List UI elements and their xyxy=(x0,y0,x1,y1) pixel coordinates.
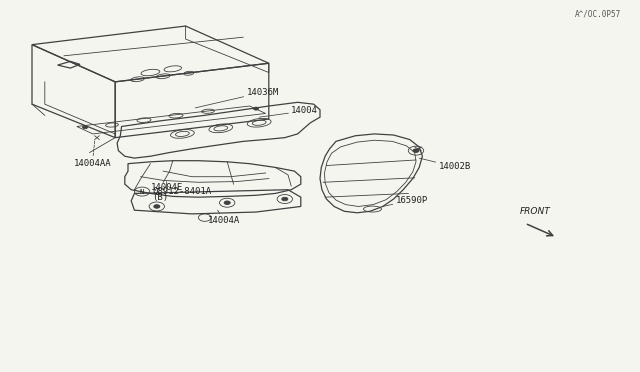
Text: 14036M: 14036M xyxy=(195,88,278,108)
Text: 16590P: 16590P xyxy=(383,196,428,206)
Text: 14002B: 14002B xyxy=(419,158,470,171)
Circle shape xyxy=(83,126,88,129)
Text: (B): (B) xyxy=(152,193,168,202)
Circle shape xyxy=(413,149,419,153)
Text: A^/OC.0P57: A^/OC.0P57 xyxy=(575,10,621,19)
Text: 08912-8401A: 08912-8401A xyxy=(152,187,211,196)
Circle shape xyxy=(253,107,259,110)
Text: FRONT: FRONT xyxy=(520,207,550,216)
Text: 14004AA: 14004AA xyxy=(74,141,111,167)
Text: N: N xyxy=(140,189,144,195)
Text: 14004A: 14004A xyxy=(208,210,240,225)
Text: 14004E: 14004E xyxy=(150,182,182,192)
Text: 14004: 14004 xyxy=(259,106,318,117)
Circle shape xyxy=(154,205,160,208)
Circle shape xyxy=(282,197,288,201)
Circle shape xyxy=(224,201,230,205)
